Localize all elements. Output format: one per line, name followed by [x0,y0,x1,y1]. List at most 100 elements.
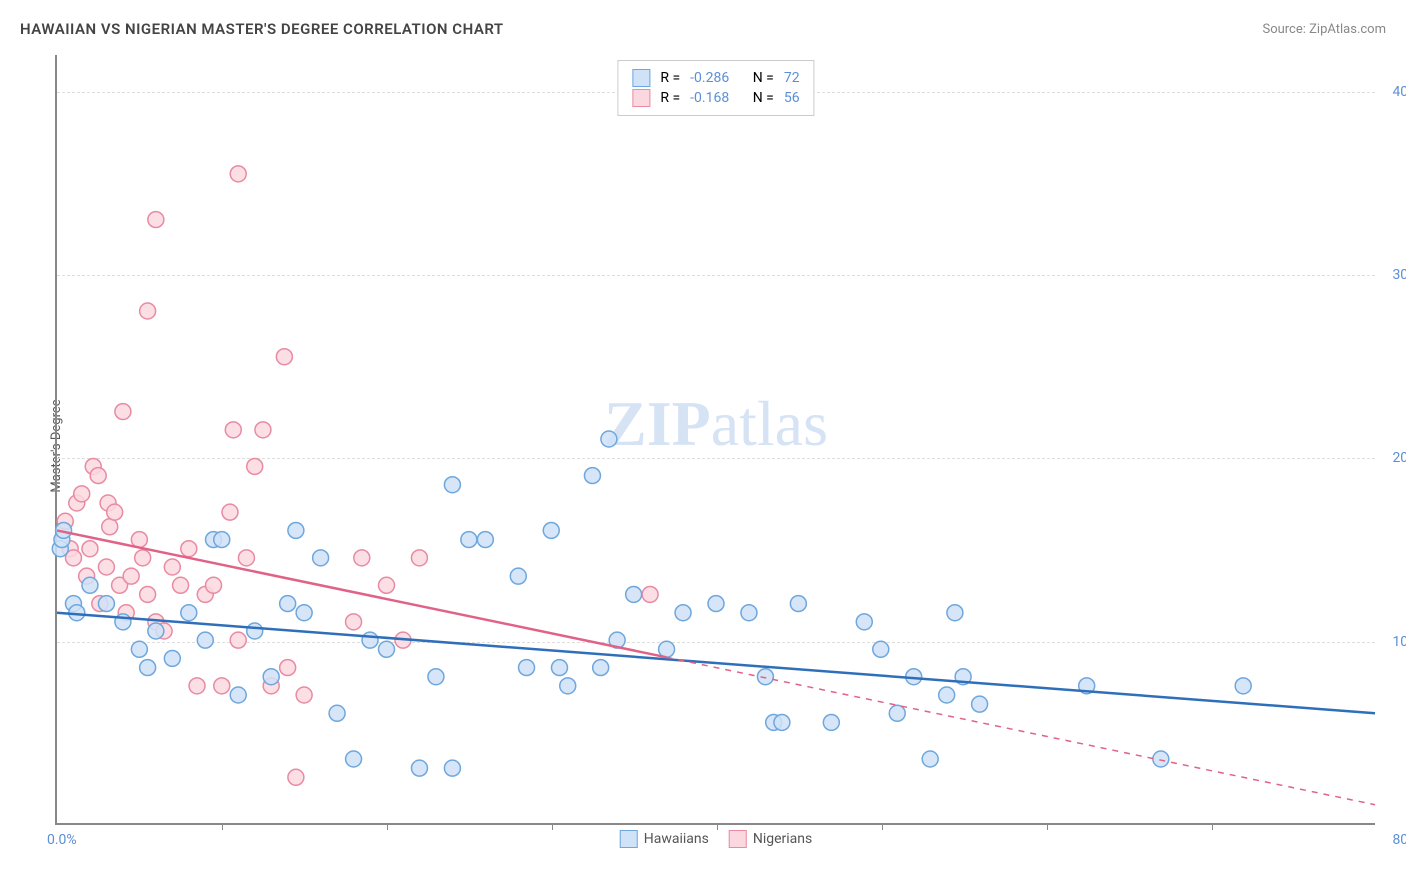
scatter-point-hawaiians [675,605,691,621]
scatter-point-hawaiians [708,596,724,612]
scatter-point-hawaiians [551,660,567,676]
scatter-point-hawaiians [922,751,938,767]
scatter-point-hawaiians [280,596,296,612]
plot-svg [57,55,1375,823]
r-value-hawaiians: -0.286 [690,70,729,86]
scatter-point-nigerians [135,550,151,566]
legend-correlation: R = -0.286 N = 72 R = -0.168 N = 56 [617,60,814,116]
scatter-point-hawaiians [362,632,378,648]
scatter-point-hawaiians [197,632,213,648]
scatter-point-nigerians [222,504,238,520]
scatter-point-hawaiians [790,596,806,612]
scatter-point-hawaiians [444,760,460,776]
legend-label-hawaiians: Hawaiians [644,831,709,847]
scatter-point-nigerians [206,577,222,593]
scatter-point-nigerians [102,519,118,535]
scatter-point-nigerians [354,550,370,566]
swatch-hawaiians-bottom [620,830,638,848]
scatter-point-hawaiians [889,705,905,721]
scatter-point-hawaiians [601,431,617,447]
n-value-hawaiians: 72 [784,70,800,86]
scatter-point-nigerians [296,687,312,703]
scatter-point-nigerians [346,614,362,630]
scatter-point-nigerians [230,632,246,648]
x-tick-label-max: 80.0% [1392,832,1406,848]
x-tick-mark [1047,823,1048,830]
x-tick-mark [222,823,223,830]
scatter-point-nigerians [255,422,271,438]
scatter-point-nigerians [74,486,90,502]
scatter-point-hawaiians [560,678,576,694]
scatter-point-hawaiians [510,568,526,584]
source-label: Source: ZipAtlas.com [1262,22,1386,37]
r-label: R = [660,70,680,86]
n-label: N = [753,70,774,86]
scatter-point-nigerians [98,559,114,575]
scatter-point-hawaiians [626,586,642,602]
scatter-point-hawaiians [263,669,279,685]
trend-line-hawaiians [57,613,1375,714]
scatter-point-nigerians [140,303,156,319]
x-tick-label-min: 0.0% [47,832,77,848]
scatter-point-hawaiians [379,641,395,657]
x-tick-mark [717,823,718,830]
scatter-point-hawaiians [1235,678,1251,694]
scatter-point-nigerians [140,586,156,602]
r-value-nigerians: -0.168 [690,90,729,106]
y-tick-label: 20.0% [1392,450,1406,466]
scatter-point-hawaiians [131,641,147,657]
chart-area: ZIPatlas 10.0%20.0%30.0%40.0% 0.0% 80.0%… [55,55,1375,825]
scatter-point-hawaiians [823,714,839,730]
n-value-nigerians: 56 [784,90,800,106]
x-tick-mark [1212,823,1213,830]
scatter-point-nigerians [115,404,131,420]
scatter-point-hawaiians [148,623,164,639]
scatter-point-hawaiians [98,596,114,612]
scatter-point-hawaiians [411,760,427,776]
scatter-point-hawaiians [428,669,444,685]
scatter-point-hawaiians [856,614,872,630]
scatter-point-hawaiians [181,605,197,621]
r-label: R = [660,90,680,106]
scatter-point-hawaiians [313,550,329,566]
scatter-point-nigerians [411,550,427,566]
scatter-point-hawaiians [947,605,963,621]
scatter-point-nigerians [230,166,246,182]
n-label: N = [753,90,774,106]
header-row: HAWAIIAN VS NIGERIAN MASTER'S DEGREE COR… [20,20,1386,38]
scatter-point-hawaiians [1153,751,1169,767]
scatter-point-nigerians [181,541,197,557]
y-tick-label: 40.0% [1392,84,1406,100]
scatter-point-hawaiians [774,714,790,730]
scatter-point-hawaiians [741,605,757,621]
scatter-point-nigerians [238,550,254,566]
scatter-point-hawaiians [593,660,609,676]
scatter-point-hawaiians [247,623,263,639]
scatter-point-hawaiians [543,522,559,538]
scatter-point-hawaiians [939,687,955,703]
legend-series: Hawaiians Nigerians [620,830,813,848]
scatter-point-nigerians [214,678,230,694]
scatter-point-hawaiians [230,687,246,703]
scatter-point-nigerians [107,504,123,520]
scatter-point-nigerians [148,212,164,228]
scatter-point-nigerians [642,586,658,602]
scatter-point-hawaiians [477,532,493,548]
scatter-point-hawaiians [296,605,312,621]
swatch-hawaiians [632,69,650,87]
x-tick-mark [552,823,553,830]
scatter-point-hawaiians [288,522,304,538]
swatch-nigerians [632,89,650,107]
scatter-point-nigerians [247,458,263,474]
swatch-nigerians-bottom [729,830,747,848]
scatter-point-nigerians [276,349,292,365]
scatter-point-hawaiians [519,660,535,676]
scatter-point-hawaiians [214,532,230,548]
y-tick-label: 30.0% [1392,267,1406,283]
scatter-point-hawaiians [346,751,362,767]
scatter-point-hawaiians [82,577,98,593]
legend-row-hawaiians: R = -0.286 N = 72 [632,69,799,87]
scatter-point-nigerians [379,577,395,593]
scatter-point-nigerians [82,541,98,557]
scatter-point-hawaiians [584,468,600,484]
